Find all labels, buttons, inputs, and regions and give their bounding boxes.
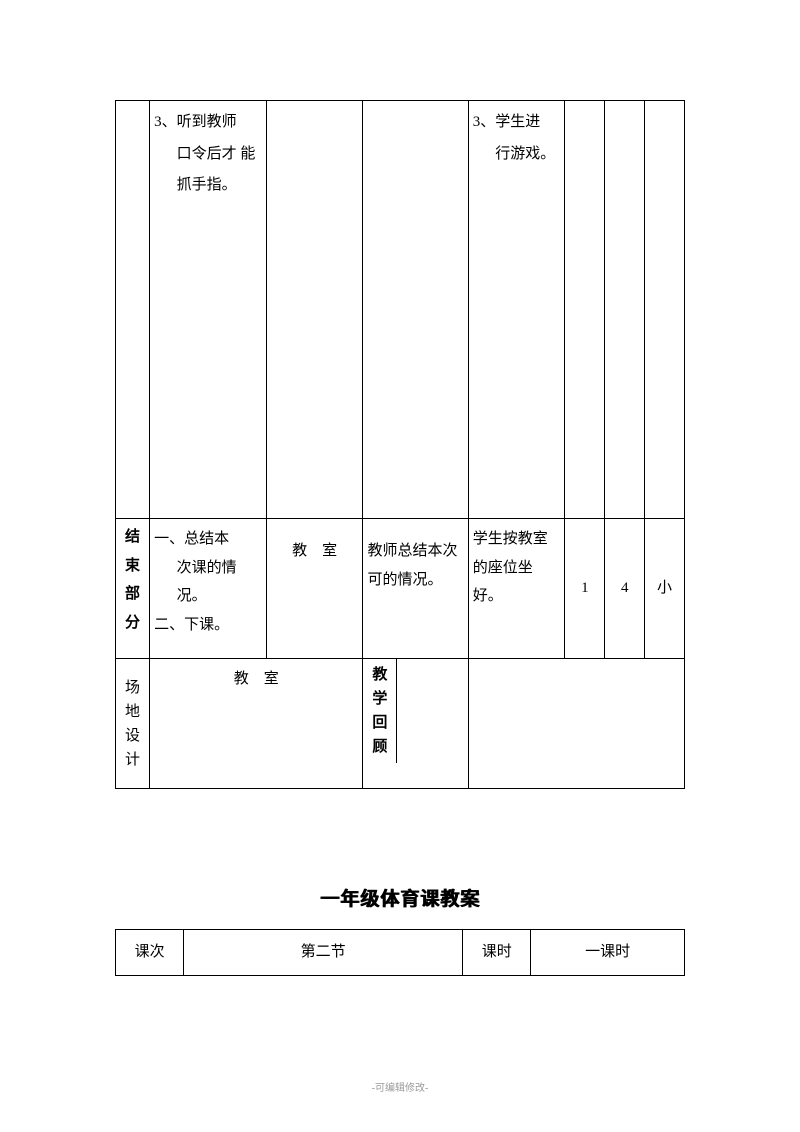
text-span: 教: [234, 671, 249, 687]
vchar: 结: [120, 523, 145, 552]
cell-r3-c3-content: [397, 659, 468, 763]
cell-r3-c4: [468, 659, 684, 789]
cell-r3-c3-label: 教 学 回 顾: [363, 659, 396, 763]
cell-r2-c6: 1: [565, 519, 605, 659]
cell-r2-c7: 4: [605, 519, 645, 659]
vchar: 计: [120, 748, 145, 772]
vchar: 回: [365, 711, 394, 735]
text-line: 一、总结本: [154, 525, 262, 554]
lesson-table: 课次 第二节 课时 一课时: [115, 929, 685, 976]
cell-r1-c4: [363, 101, 468, 519]
cell-lesson-c4: 一课时: [531, 930, 685, 976]
cell-r2-c3: 教 室: [266, 519, 363, 659]
text-span: 学生按教室的座位坐好。: [473, 531, 548, 604]
vchar: 分: [120, 609, 145, 638]
cell-r2-c2: 一、总结本 次课的情况。 二、下课。: [150, 519, 267, 659]
cell-r1-c5: 3、学生进 行游戏。: [468, 101, 565, 519]
cell-lesson-c1: 课次: [116, 930, 184, 976]
text-line: 3、学生进: [473, 107, 561, 139]
vchar: 顾: [365, 735, 394, 759]
cell-r2-c1: 结 束 部 分: [116, 519, 150, 659]
cell-r1-c7: [605, 101, 645, 519]
cell-lesson-c3: 课时: [463, 930, 531, 976]
table-row: 3、听到教师 口令后才 能抓手指。 3、学生进 行游戏。: [116, 101, 685, 519]
page-footer: -可编辑修改-: [0, 1079, 800, 1094]
cell-r3-c1: 场 地 设 计: [116, 659, 150, 789]
text-line: 次课的情况。: [154, 554, 262, 611]
vchar: 场: [120, 676, 145, 700]
vchar: 教: [365, 663, 394, 687]
cell-lesson-c2: 第二节: [184, 930, 463, 976]
text-line: 行游戏。: [473, 139, 561, 171]
vchar: 学: [365, 687, 394, 711]
cell-r2-c8: 小: [645, 519, 685, 659]
text-line: 口令后才 能抓手指。: [154, 139, 262, 202]
table-row: 课次 第二节 课时 一课时: [116, 930, 685, 976]
cell-r3-c3-wrap: 教 学 回 顾: [363, 659, 468, 789]
vchar: 设: [120, 724, 145, 748]
text-span: 室: [322, 543, 337, 559]
section-title: 一年级体育课教案: [115, 884, 685, 911]
cell-r1-c3: [266, 101, 363, 519]
cell-r3-c2: 教 室: [150, 659, 363, 789]
text-span: 室: [264, 671, 279, 687]
vchar: 地: [120, 700, 145, 724]
cell-r2-c4: 教师总结本次可的情况。: [363, 519, 468, 659]
text-span: 教师总结本次可的情况。: [367, 543, 457, 588]
text-line: 3、听到教师: [154, 107, 262, 139]
table-row: 场 地 设 计 教 室 教 学 回 顾: [116, 659, 685, 789]
vchar: 部: [120, 580, 145, 609]
text-line: 二、下课。: [154, 611, 262, 640]
cell-r1-c1: [116, 101, 150, 519]
cell-r1-c2: 3、听到教师 口令后才 能抓手指。: [150, 101, 267, 519]
table-row: 结 束 部 分 一、总结本 次课的情况。 二、下课。 教 室 教师总结本次可的情…: [116, 519, 685, 659]
cell-r1-c8: [645, 101, 685, 519]
vchar: 束: [120, 552, 145, 581]
cell-r1-c6: [565, 101, 605, 519]
main-table: 3、听到教师 口令后才 能抓手指。 3、学生进 行游戏。 结 束 部 分 一、总…: [115, 100, 685, 789]
cell-r2-c5: 学生按教室的座位坐好。: [468, 519, 565, 659]
text-span: 教: [292, 543, 307, 559]
